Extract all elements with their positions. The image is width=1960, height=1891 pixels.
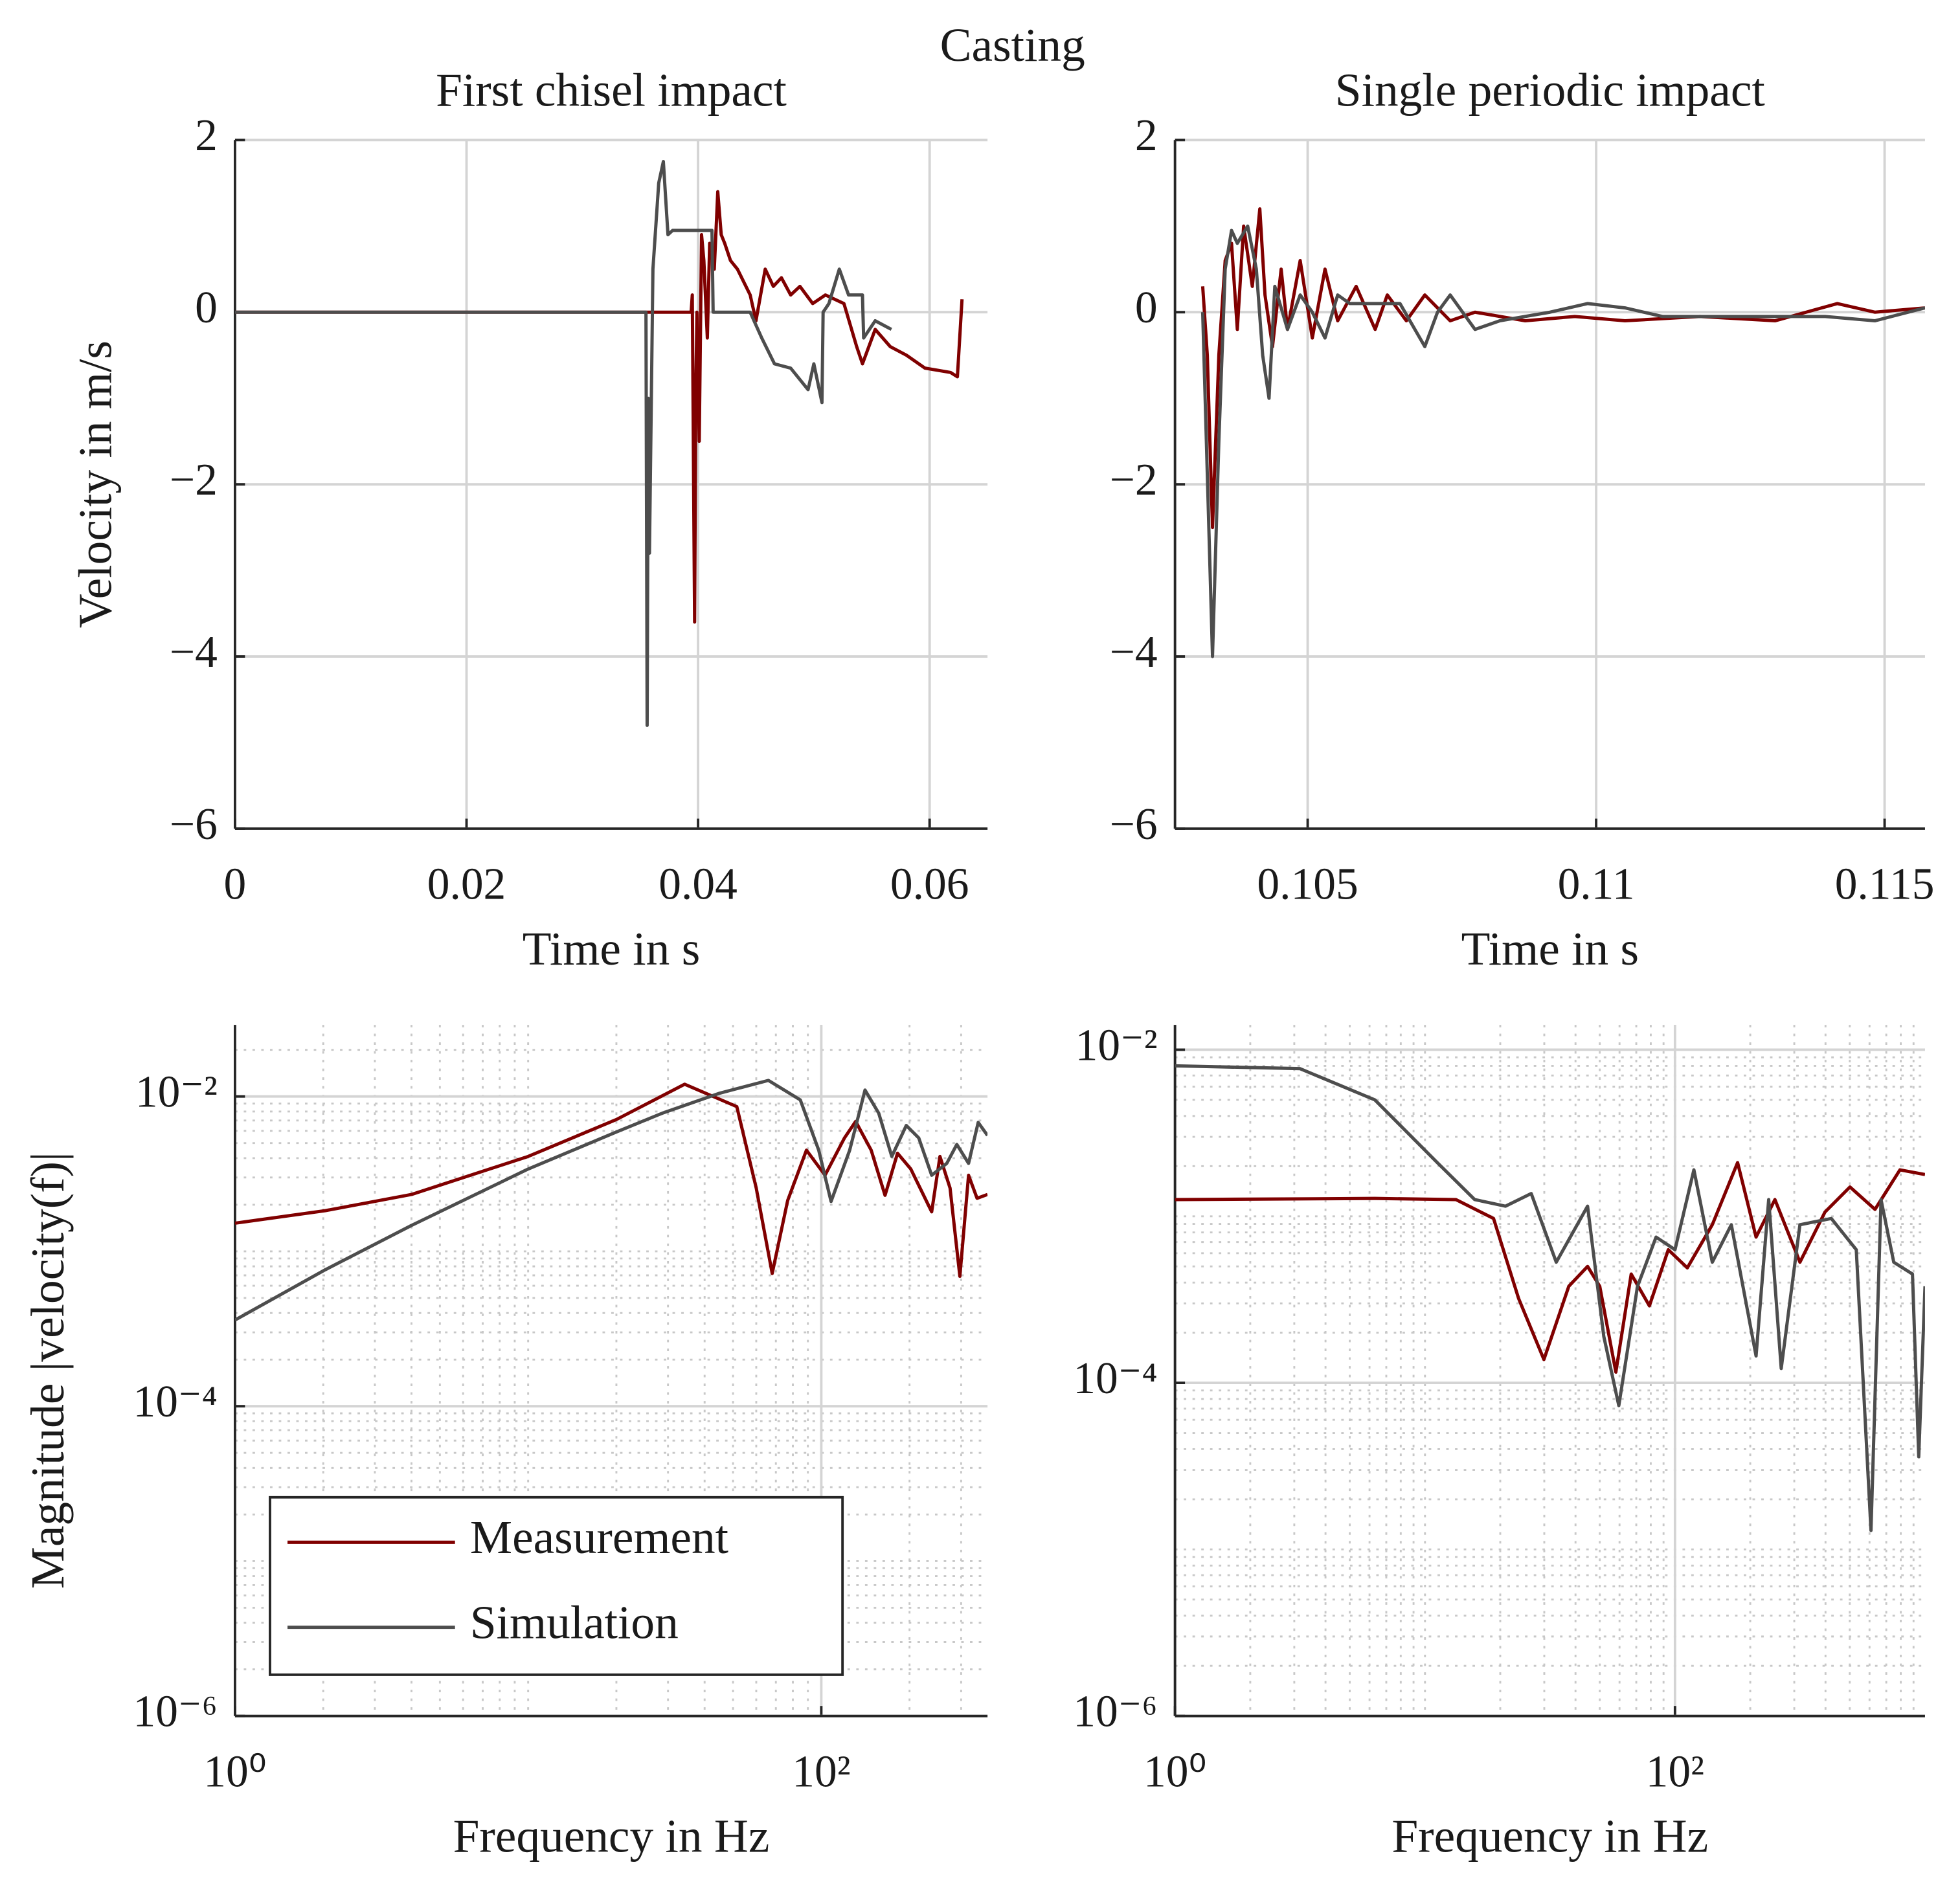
y-axis-label: Magnitude |velocity(f)|: [21, 1152, 74, 1589]
series-line: [1200, 207, 1925, 530]
y-tick-label: 10⁻⁴: [133, 1377, 218, 1427]
x-tick-label: 0.115: [1835, 860, 1935, 910]
x-tick-label: 0.06: [890, 860, 969, 910]
series-line: [1200, 224, 1925, 658]
x-axis-label: Frequency in Hz: [453, 1810, 770, 1863]
series-line: [234, 1082, 988, 1279]
x-tick-label: 10²: [792, 1747, 850, 1796]
y-tick-label: −4: [170, 627, 218, 677]
axes: 0 0.02 0.04 0.06 −6 −4 −2 0 2 First chisel impact…: [69, 64, 988, 975]
series-line: [1175, 1064, 1925, 1532]
y-tick-label: −4: [1110, 627, 1158, 677]
series-line: [1175, 1161, 1925, 1374]
y-tick-label: 2: [1135, 111, 1158, 161]
y-tick-label: −6: [170, 800, 218, 849]
axes-title: First chisel impact: [436, 64, 787, 117]
y-tick-label: 10⁻⁶: [1073, 1687, 1157, 1737]
axes: 0.105 0.11 0.115 −6 −4 −2 0 2 Single periodic im…: [1110, 64, 1935, 975]
x-axis-label: Time in s: [523, 923, 700, 975]
axes: 10⁰ 10² 10⁻⁶ 10⁻⁴ 10⁻² Frequency in Hz Magnitu…: [21, 1025, 988, 1863]
x-tick-label: 0.04: [659, 860, 738, 910]
y-tick-label: −2: [170, 455, 218, 505]
axes: 10⁰ 10² 10⁻⁶ 10⁻⁴ 10⁻² Frequency in Hz: [1073, 1020, 1925, 1863]
legend-box: [269, 1495, 844, 1676]
legend: Measurement Simulation: [269, 1495, 844, 1676]
legend-label: Measurement: [470, 1511, 728, 1563]
x-tick-label: 0.02: [427, 860, 506, 910]
y-tick-label: 10⁻²: [135, 1068, 218, 1117]
axes-title: Single periodic impact: [1335, 64, 1765, 117]
legend-label: Simulation: [470, 1596, 679, 1648]
y-tick-label: 2: [195, 111, 218, 161]
x-tick-label: 10⁰: [203, 1747, 266, 1796]
y-tick-label: −6: [1110, 800, 1158, 849]
x-tick-label: 10⁰: [1143, 1747, 1206, 1796]
series-line: [234, 160, 892, 727]
y-tick-label: −2: [1110, 455, 1158, 505]
y-tick-label: 10⁻²: [1076, 1020, 1158, 1070]
y-tick-label: 0: [1135, 283, 1158, 333]
series-line: [234, 190, 964, 624]
x-axis-label: Time in s: [1461, 923, 1639, 975]
y-axis-label: Velocity in m/s: [69, 341, 121, 628]
x-tick-label: 0: [224, 860, 247, 910]
y-tick-label: 0: [195, 283, 218, 333]
x-tick-label: 0.105: [1257, 860, 1358, 910]
series-line: [234, 1079, 988, 1322]
x-tick-label: 10²: [1646, 1747, 1704, 1796]
y-tick-label: 10⁻⁶: [133, 1687, 218, 1737]
y-tick-label: 10⁻⁴: [1073, 1354, 1157, 1404]
x-tick-label: 0.11: [1558, 860, 1635, 910]
x-axis-label: Frequency in Hz: [1391, 1810, 1708, 1863]
figure-title: Casting: [940, 19, 1085, 71]
